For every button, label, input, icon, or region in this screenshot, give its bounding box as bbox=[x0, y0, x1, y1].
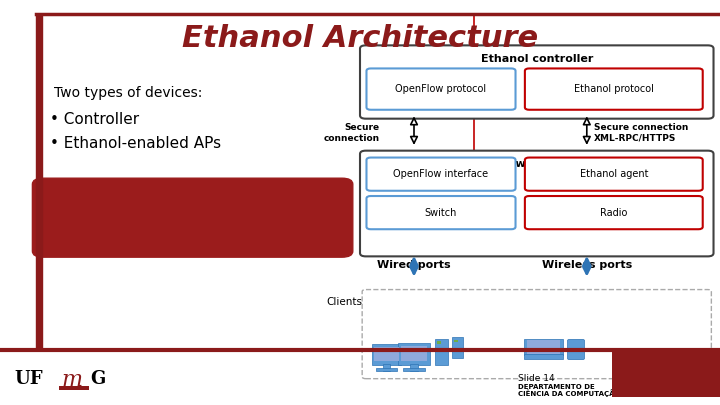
Bar bbox=[527, 340, 560, 354]
Text: Slide 14: Slide 14 bbox=[518, 374, 555, 383]
FancyBboxPatch shape bbox=[366, 196, 516, 229]
Text: • Ethanol-enabled APs: • Ethanol-enabled APs bbox=[50, 136, 222, 151]
Text: Two types of devices:: Two types of devices: bbox=[54, 86, 202, 100]
FancyBboxPatch shape bbox=[567, 339, 585, 360]
Text: Clients: Clients bbox=[326, 297, 362, 307]
Text: Switch: Switch bbox=[425, 208, 457, 217]
Text: OpenFlow interface: OpenFlow interface bbox=[393, 169, 489, 179]
Text: Ethanol agent: Ethanol agent bbox=[580, 169, 648, 179]
Text: • Controller: • Controller bbox=[50, 112, 140, 127]
FancyBboxPatch shape bbox=[360, 151, 714, 256]
Text: ►  Data collected from clients relies on: ► Data collected from clients relies on bbox=[58, 214, 287, 224]
Text: DEPARTAMENTO DE: DEPARTAMENTO DE bbox=[518, 384, 595, 390]
Bar bbox=[383, 364, 390, 371]
FancyBboxPatch shape bbox=[366, 68, 516, 110]
Text: Secure connection
XML-RPC/HTTPS: Secure connection XML-RPC/HTTPS bbox=[594, 123, 688, 143]
Bar bbox=[437, 341, 441, 343]
Bar bbox=[454, 339, 458, 342]
Bar bbox=[410, 364, 418, 371]
Bar bbox=[398, 343, 430, 364]
Bar bbox=[400, 346, 428, 361]
Text: G: G bbox=[90, 370, 105, 388]
Bar bbox=[374, 347, 399, 361]
Text: Radio: Radio bbox=[600, 208, 628, 217]
FancyBboxPatch shape bbox=[525, 68, 703, 110]
Bar bbox=[435, 339, 448, 364]
Text: OpenFlow protocol: OpenFlow protocol bbox=[395, 84, 487, 94]
FancyBboxPatch shape bbox=[32, 178, 353, 257]
Bar bbox=[59, 386, 89, 390]
Bar bbox=[36, 14, 42, 350]
Text: Wired ports: Wired ports bbox=[377, 260, 451, 270]
Text: Does not require changes on the terminals: Does not require changes on the terminal… bbox=[58, 196, 310, 205]
Bar bbox=[376, 368, 397, 371]
FancyBboxPatch shape bbox=[525, 158, 703, 191]
Bar bbox=[524, 339, 563, 355]
Bar bbox=[451, 337, 463, 358]
Text: 802.11 standards: 802.11 standards bbox=[58, 232, 179, 242]
Text: Secure
connection: Secure connection bbox=[323, 123, 379, 143]
FancyBboxPatch shape bbox=[366, 158, 516, 191]
Bar bbox=[612, 350, 720, 397]
Text: Wireless ports: Wireless ports bbox=[541, 260, 632, 270]
Bar bbox=[403, 368, 425, 371]
FancyBboxPatch shape bbox=[360, 45, 714, 119]
Text: Ethanol controller: Ethanol controller bbox=[480, 54, 593, 64]
Text: Ethanol protocol: Ethanol protocol bbox=[574, 84, 654, 94]
Bar bbox=[372, 344, 401, 364]
Text: UF: UF bbox=[14, 370, 43, 388]
FancyBboxPatch shape bbox=[362, 290, 711, 379]
Text: Ethanol wireless router: Ethanol wireless router bbox=[464, 159, 610, 169]
Text: DCC: DCC bbox=[637, 357, 682, 376]
Text: m: m bbox=[61, 369, 82, 391]
Bar bbox=[524, 354, 563, 359]
Text: CIÊNCIA DA COMPUTAÇÃO: CIÊNCIA DA COMPUTAÇÃO bbox=[518, 389, 621, 397]
Text: Ethanol Architecture: Ethanol Architecture bbox=[182, 24, 538, 53]
FancyBboxPatch shape bbox=[525, 196, 703, 229]
